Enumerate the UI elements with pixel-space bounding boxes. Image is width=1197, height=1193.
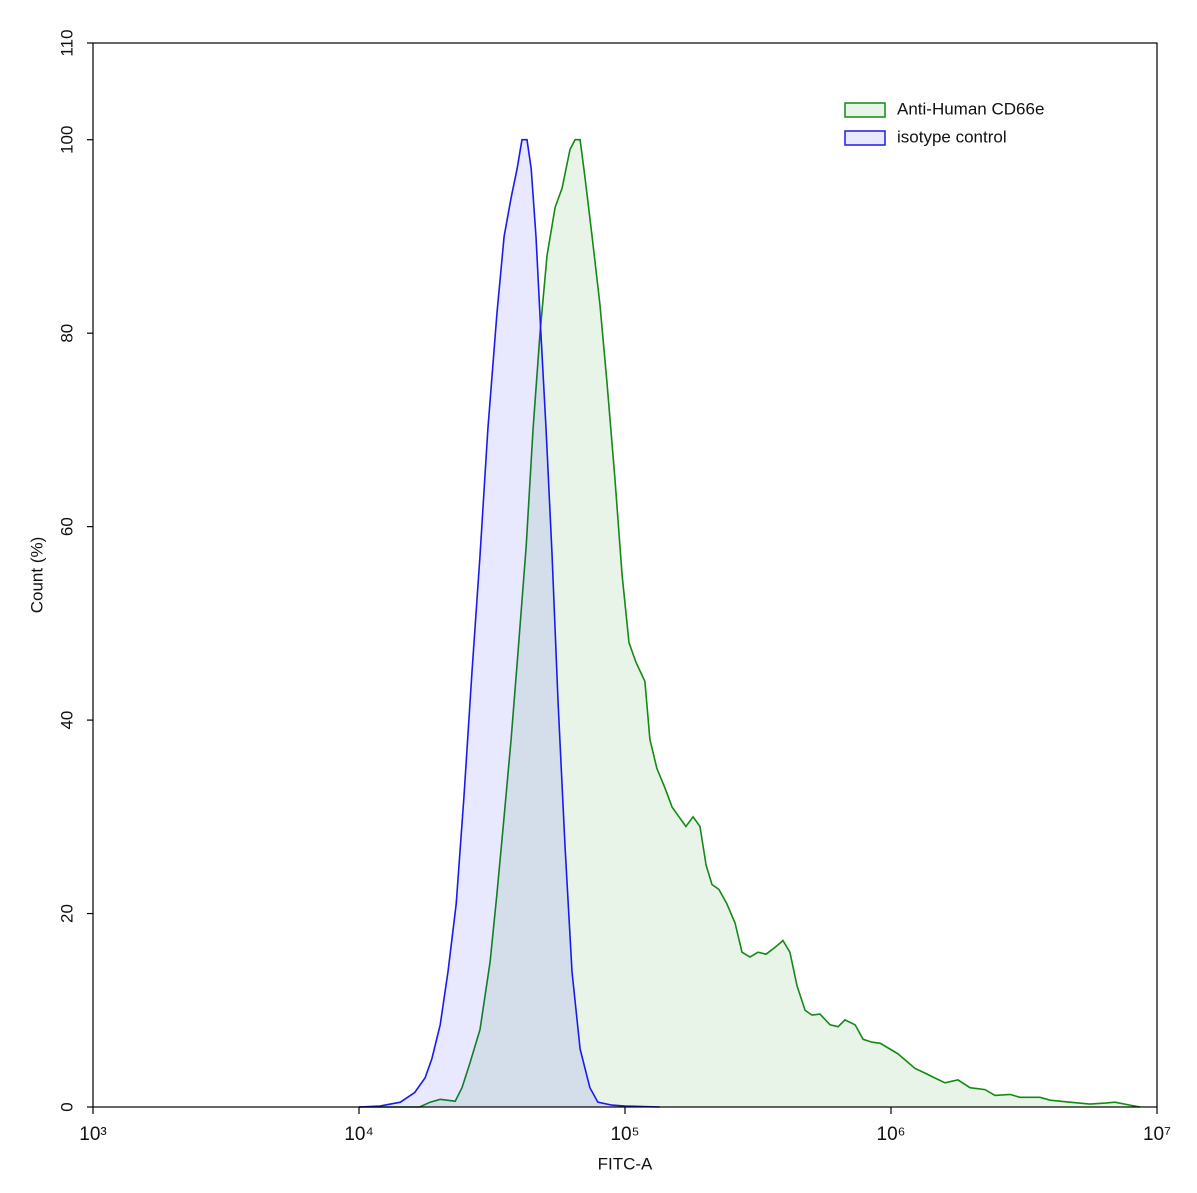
x-tick-label: 10⁵ bbox=[610, 1124, 639, 1145]
y-tick-label: 80 bbox=[57, 324, 76, 343]
legend-swatch bbox=[844, 102, 886, 118]
x-tick-label: 10⁶ bbox=[877, 1124, 906, 1145]
x-tick-label: 10³ bbox=[79, 1124, 106, 1145]
legend-label: isotype control bbox=[897, 127, 1007, 146]
y-axis-label: Count (%) bbox=[27, 537, 46, 614]
y-tick-label: 0 bbox=[57, 1102, 76, 1111]
x-tick-label: 10⁴ bbox=[344, 1124, 373, 1145]
y-tick-label: 110 bbox=[57, 29, 76, 56]
area-fill bbox=[359, 139, 1140, 1107]
y-tick-label: 100 bbox=[57, 126, 76, 154]
legend-label: Anti-Human CD66e bbox=[897, 99, 1044, 118]
x-tick-label: 10⁷ bbox=[1143, 1124, 1171, 1145]
x-axis-label: FITC-A bbox=[598, 1154, 653, 1173]
y-tick-label: 60 bbox=[57, 517, 76, 536]
legend-swatch bbox=[844, 130, 886, 146]
area-fill bbox=[359, 139, 660, 1107]
y-tick-label: 40 bbox=[57, 711, 76, 730]
histogram-line bbox=[359, 138, 1141, 1108]
y-tick-label: 20 bbox=[57, 904, 76, 923]
histogram-line bbox=[358, 138, 660, 1108]
